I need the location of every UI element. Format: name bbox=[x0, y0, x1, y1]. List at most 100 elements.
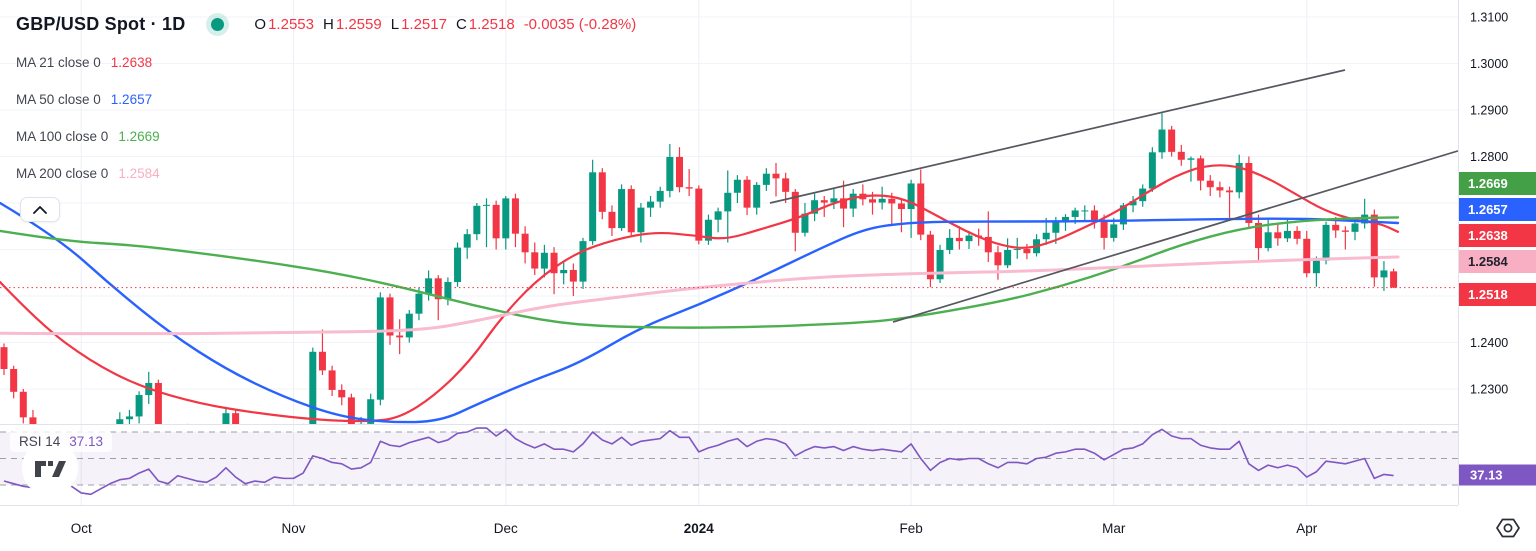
ma-100-value: 1.2669 bbox=[118, 129, 160, 144]
candle bbox=[1264, 232, 1272, 249]
open-value: 1.2553 bbox=[268, 15, 314, 33]
candle bbox=[328, 370, 336, 390]
candle bbox=[1177, 151, 1185, 160]
ma-100-legend-row[interactable]: MA 100 close 0 1.2669 bbox=[16, 118, 160, 155]
svg-text:1.2657: 1.2657 bbox=[1468, 202, 1508, 217]
price-badge: 1.2638 bbox=[1459, 224, 1536, 247]
candle bbox=[1255, 222, 1262, 249]
candle bbox=[656, 190, 664, 202]
candle bbox=[926, 234, 934, 280]
candle bbox=[1235, 163, 1243, 193]
candle bbox=[511, 198, 519, 234]
time-axis[interactable]: Oct Nov Dec 2024 Feb Mar Apr bbox=[71, 521, 1318, 536]
close-value: 1.2518 bbox=[468, 15, 515, 33]
candle bbox=[125, 416, 133, 420]
candle bbox=[1293, 230, 1301, 239]
candle bbox=[647, 201, 655, 208]
ma-200-label: MA 200 close 0 bbox=[16, 166, 109, 181]
candle bbox=[1283, 230, 1291, 239]
candle bbox=[685, 187, 693, 189]
candle bbox=[1341, 230, 1349, 232]
ma-21-value: 1.2638 bbox=[110, 55, 153, 70]
candle bbox=[753, 184, 761, 208]
tradingview-logo[interactable] bbox=[22, 440, 78, 496]
candle bbox=[1226, 190, 1234, 193]
market-status-dot[interactable] bbox=[211, 17, 225, 31]
candle bbox=[1187, 158, 1195, 160]
open-label: O bbox=[254, 15, 267, 33]
price-axis[interactable]: 1.31001.30001.29001.28001.25001.24001.23… bbox=[1459, 11, 1536, 486]
candle bbox=[1351, 223, 1359, 232]
candle bbox=[444, 282, 452, 300]
candle bbox=[579, 241, 587, 282]
hexagon-eye-icon[interactable] bbox=[1496, 518, 1520, 538]
low-label: L bbox=[390, 15, 400, 33]
ma-200-value: 1.2584 bbox=[118, 166, 160, 181]
candle bbox=[425, 278, 433, 294]
ma-21-legend-row[interactable]: MA 21 close 0 1.2638 bbox=[16, 44, 160, 81]
svg-text:1.2669: 1.2669 bbox=[1468, 176, 1508, 191]
candle bbox=[695, 188, 703, 241]
ma-50-legend-row[interactable]: MA 50 close 0 1.2657 bbox=[16, 81, 160, 118]
ma-line-ma-21 bbox=[0, 164, 1400, 423]
symbol-title[interactable]: GBP/USD Spot · 1D bbox=[16, 13, 186, 34]
candle bbox=[318, 351, 326, 371]
price-tick-label: 1.2800 bbox=[1470, 150, 1508, 164]
candle bbox=[367, 399, 375, 424]
candle bbox=[965, 235, 973, 242]
candle bbox=[1380, 270, 1388, 278]
time-tick-label: Mar bbox=[1102, 521, 1126, 536]
price-tick-label: 1.2400 bbox=[1470, 336, 1508, 350]
candle bbox=[618, 189, 626, 229]
candle bbox=[569, 269, 577, 282]
candle bbox=[1100, 220, 1108, 238]
candle bbox=[1332, 224, 1340, 231]
chart-header: GBP/USD Spot · 1D O 1.2553 H 1.2559 L 1.251… bbox=[16, 9, 636, 39]
candle bbox=[1245, 163, 1253, 223]
candle bbox=[897, 203, 905, 210]
candle bbox=[762, 173, 770, 185]
candle bbox=[637, 207, 645, 233]
candle bbox=[473, 205, 481, 235]
candle bbox=[1274, 232, 1282, 239]
candle bbox=[396, 335, 404, 338]
candle bbox=[232, 413, 240, 424]
candle bbox=[878, 198, 886, 203]
candle bbox=[1148, 152, 1156, 189]
candle bbox=[19, 391, 27, 418]
candle bbox=[1081, 210, 1089, 212]
candle bbox=[386, 297, 394, 336]
candle bbox=[782, 178, 790, 192]
indicator-legend: MA 21 close 0 1.2638 MA 50 close 0 1.265… bbox=[16, 44, 160, 192]
candle bbox=[415, 293, 423, 314]
collapse-indicators-button[interactable] bbox=[20, 197, 60, 222]
ma-200-legend-row[interactable]: MA 200 close 0 1.2584 bbox=[16, 155, 160, 192]
candle bbox=[338, 389, 346, 398]
rsi-value: 37.13 bbox=[69, 434, 104, 449]
candle bbox=[357, 423, 365, 424]
candle bbox=[1042, 232, 1050, 240]
candle bbox=[463, 234, 471, 248]
candle bbox=[849, 193, 857, 209]
candle bbox=[1004, 249, 1012, 266]
gridlines bbox=[0, 0, 1458, 505]
candle bbox=[811, 200, 819, 214]
rsi-pane bbox=[0, 427, 1458, 496]
candle bbox=[1216, 187, 1224, 191]
candle bbox=[0, 347, 8, 370]
price-badge: 1.2518 bbox=[1459, 283, 1536, 306]
candle bbox=[376, 297, 384, 400]
candle bbox=[1168, 129, 1176, 152]
main-pane bbox=[0, 69, 1458, 424]
candle bbox=[791, 191, 799, 233]
candle bbox=[840, 198, 848, 209]
candle bbox=[540, 252, 548, 269]
price-badge: 1.2669 bbox=[1459, 172, 1536, 195]
candle bbox=[830, 198, 838, 203]
rsi-legend[interactable]: RSI 14 37.13 bbox=[10, 431, 113, 452]
candle bbox=[714, 211, 722, 220]
candle bbox=[907, 183, 915, 210]
time-tick-label: Nov bbox=[281, 521, 305, 536]
